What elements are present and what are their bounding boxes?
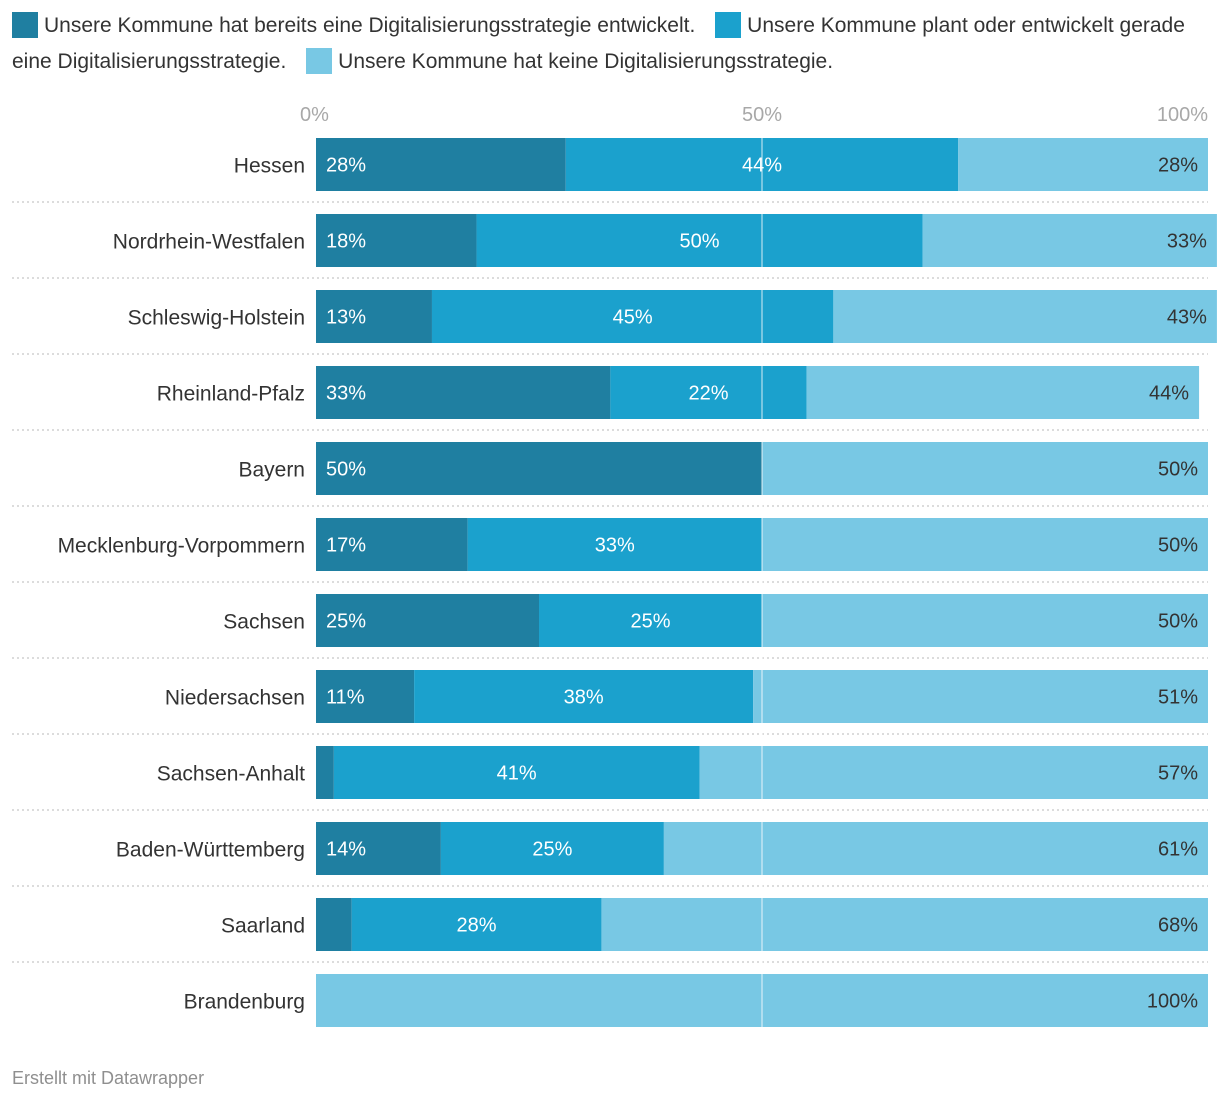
bar-segment: [539, 594, 762, 647]
x-tick-label: 0%: [300, 104, 329, 126]
bar-segment: [833, 290, 1217, 343]
data-label: 25%: [326, 611, 366, 633]
data-label: 33%: [1167, 231, 1207, 253]
data-label: 25%: [630, 611, 670, 633]
footer-credit: Erstellt mit Datawrapper: [12, 1068, 205, 1088]
bar-segment: [663, 822, 1208, 875]
bar-segment: [762, 442, 1208, 495]
bar-segment: [316, 594, 539, 647]
legend-item-none: Unsere Kommune hat keine Digitalisierung…: [306, 48, 834, 74]
bar-segment: [762, 518, 1208, 571]
bar-segment: [316, 214, 477, 267]
bar-segment: [467, 518, 762, 571]
data-label: 17%: [326, 535, 366, 557]
bar-segment: [958, 138, 1208, 191]
category-label: Sachsen: [223, 611, 305, 634]
category-label: Sachsen-Anhalt: [157, 763, 305, 786]
data-label: 14%: [326, 839, 366, 861]
x-tick-label: 100%: [1157, 104, 1208, 126]
data-label: 44%: [1149, 383, 1189, 405]
category-label: Schleswig-Holstein: [128, 307, 305, 330]
bar-segment: [753, 670, 1208, 723]
bar-segment: [316, 290, 432, 343]
x-tick-label: 50%: [742, 104, 782, 126]
bar-segment: [316, 670, 415, 723]
bar-segment: [316, 138, 566, 191]
data-label: 25%: [532, 839, 572, 861]
category-label: Nordrhein-Westfalen: [113, 231, 305, 254]
category-label: Rheinland-Pfalz: [157, 383, 305, 406]
bar-segment: [440, 822, 664, 875]
data-label: 51%: [1158, 687, 1198, 709]
category-label: Bayern: [238, 459, 305, 482]
legend-swatch-planned: [715, 12, 742, 38]
legend-swatch-developed: [12, 12, 38, 38]
data-label: 28%: [457, 915, 497, 937]
bar-segment: [762, 594, 1208, 647]
data-label: 61%: [1158, 839, 1198, 861]
category-label: Mecklenburg-Vorpommern: [58, 535, 305, 558]
data-label: 13%: [326, 307, 366, 329]
data-label: 57%: [1158, 763, 1198, 785]
bar-segment: [316, 898, 352, 951]
bar-segment: [316, 822, 441, 875]
data-label: 43%: [1167, 307, 1207, 329]
category-label: Baden-Württemberg: [116, 839, 305, 862]
bar-segment: [316, 518, 468, 571]
bar-segment: [431, 290, 834, 343]
legend: Unsere Kommune hat bereits eine Digitali…: [12, 8, 1212, 80]
bar-segment: [601, 898, 1208, 951]
legend-swatch-none: [306, 48, 333, 74]
data-label: 50%: [326, 459, 366, 481]
category-label: Saarland: [221, 915, 305, 938]
bar-segment: [351, 898, 602, 951]
data-label: 28%: [326, 155, 366, 177]
legend-item-developed: Unsere Kommune hat bereits eine Digitali…: [12, 12, 696, 38]
bar-segment: [333, 746, 700, 799]
data-label: 100%: [1147, 991, 1198, 1013]
data-label: 33%: [326, 383, 366, 405]
data-label: 50%: [1158, 459, 1198, 481]
category-label: Brandenburg: [184, 991, 305, 1014]
legend-item-planned: Unsere Kommune plant oder entwickelt ger…: [12, 12, 1185, 73]
bar-segment: [414, 670, 754, 723]
bar-segment: [922, 214, 1217, 267]
bar-segment: [806, 366, 1200, 419]
data-label: 28%: [1158, 155, 1198, 177]
data-label: 50%: [1158, 535, 1198, 557]
data-label: 68%: [1158, 915, 1198, 937]
data-label: 38%: [564, 687, 604, 709]
bar-segment: [316, 366, 611, 419]
legend-label-planned: Unsere Kommune plant oder entwickelt ger…: [12, 14, 1185, 73]
bar-segment: [610, 366, 807, 419]
category-label: Hessen: [234, 155, 305, 178]
data-label: 22%: [688, 383, 728, 405]
bar-segment: [476, 214, 923, 267]
bar-segment: [316, 442, 762, 495]
bar-segment: [699, 746, 1208, 799]
data-label: 50%: [1158, 611, 1198, 633]
data-label: 50%: [680, 231, 720, 253]
bar-segment: [316, 746, 334, 799]
data-label: 41%: [497, 763, 537, 785]
data-label: 11%: [326, 687, 365, 709]
category-label: Niedersachsen: [165, 687, 305, 710]
legend-label-developed: Unsere Kommune hat bereits eine Digitali…: [44, 14, 696, 37]
data-label: 45%: [613, 307, 653, 329]
data-label: 33%: [595, 535, 635, 557]
legend-label-none: Unsere Kommune hat keine Digitalisierung…: [338, 50, 834, 73]
data-label: 18%: [326, 231, 366, 253]
